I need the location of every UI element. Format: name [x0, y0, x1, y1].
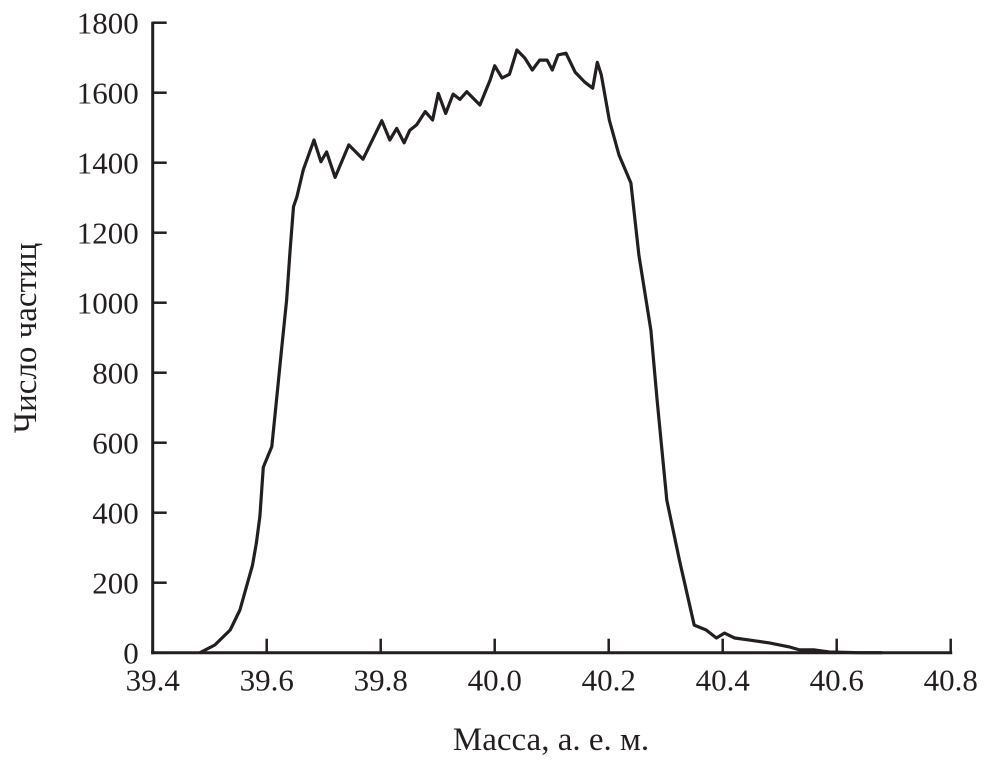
x-tick-label: 40.8 [924, 663, 978, 698]
x-tick-label: 39.8 [354, 663, 408, 698]
x-axis-label: Масса, а. е. м. [453, 722, 649, 758]
x-tick-label: 40.0 [468, 663, 522, 698]
y-tick-label: 0 [123, 636, 139, 671]
y-tick-label: 200 [92, 566, 139, 601]
x-tick-label: 40.2 [582, 663, 636, 698]
y-tick-label: 1000 [77, 286, 139, 321]
y-tick-label: 1400 [77, 146, 139, 181]
series [199, 48, 883, 655]
y-tick-label: 1200 [77, 216, 139, 251]
x-tick-label: 40.6 [810, 663, 864, 698]
axes [151, 21, 953, 655]
y-tick-label: 600 [92, 426, 139, 461]
y-axis-label: Число частиц [8, 243, 44, 434]
series-line [199, 48, 883, 655]
y-tick-label: 400 [92, 496, 139, 531]
y-tick-label: 800 [92, 356, 139, 391]
y-tick-label: 1600 [77, 76, 139, 111]
x-tick-label: 40.4 [696, 663, 751, 698]
x-tick-label: 39.4 [126, 663, 181, 698]
x-tick-label: 39.6 [240, 663, 294, 698]
ticks: 39.4 39.6 39.8 40.0 40.2 40.4 40.6 40.8 0 200 400 6… [77, 6, 978, 698]
y-tick-label: 1800 [77, 6, 139, 41]
